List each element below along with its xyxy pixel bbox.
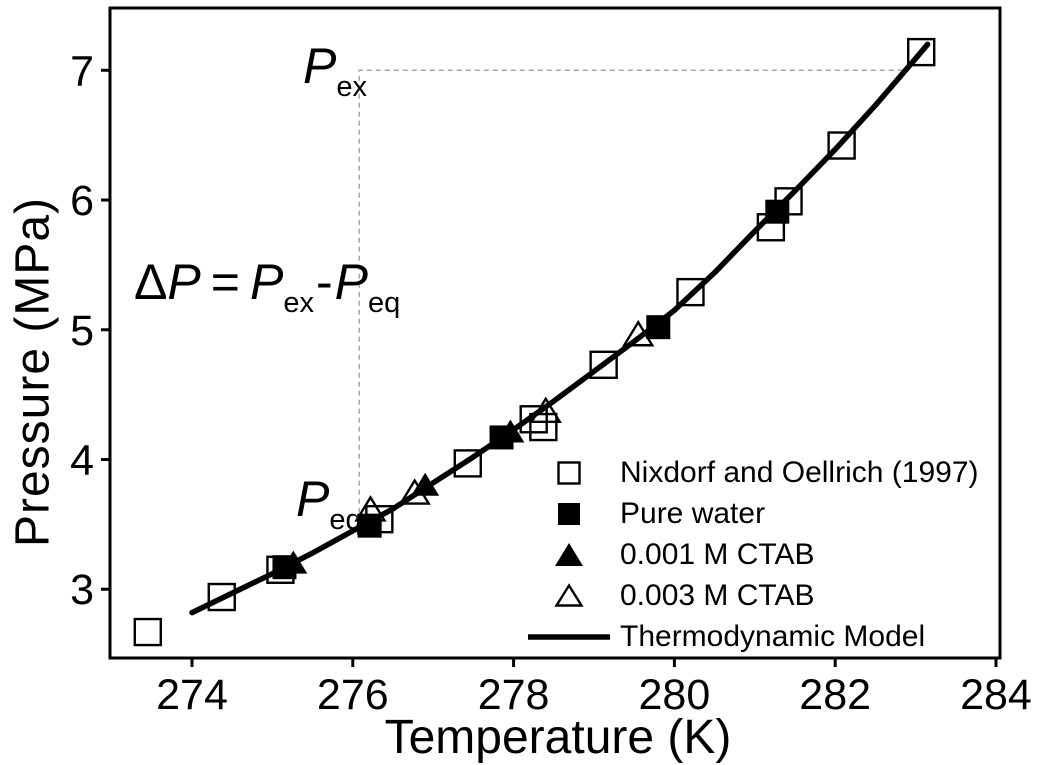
y-tick-label: 6 xyxy=(70,177,94,225)
marker-open-triangle xyxy=(354,495,387,522)
legend-label: Nixdorf and Oellrich (1997) xyxy=(620,455,979,489)
open-triangle-icon xyxy=(528,583,610,608)
marker-open-square xyxy=(827,131,856,160)
legend-item-model: Thermodynamic Model xyxy=(528,616,979,657)
marker-filled-triangle xyxy=(279,550,308,574)
y-tick-label: 3 xyxy=(70,566,94,614)
marker-filled-square xyxy=(765,199,790,224)
delta-symbol: Δ xyxy=(134,254,168,310)
filled-square-icon xyxy=(528,501,610,527)
legend-item-pure-water: Pure water xyxy=(528,493,979,534)
minus-sign: - xyxy=(315,254,333,310)
delta-p-symbol: P xyxy=(167,254,201,310)
y-tick-label: 5 xyxy=(70,307,94,355)
x-tick-label: 276 xyxy=(317,671,389,719)
y-axis-title: Pressure (MPa) xyxy=(6,196,60,548)
legend-label: 0.001 M CTAB xyxy=(620,537,815,571)
legend-item-ctab-001: 0.001 M CTAB xyxy=(528,534,979,575)
filled-triangle-icon xyxy=(528,542,610,567)
formula-p2: P xyxy=(334,254,368,310)
formula-p2-subscript: eq xyxy=(367,287,401,319)
legend: Nixdorf and Oellrich (1997) Pure water 0… xyxy=(528,452,979,657)
marker-open-triangle xyxy=(398,478,431,505)
pex-peq-guide-lines xyxy=(358,69,906,522)
formula-p1-subscript: ex xyxy=(283,287,314,319)
marker-open-square xyxy=(519,405,548,434)
p-eq-subscript: eq xyxy=(329,504,362,536)
marker-open-square xyxy=(907,37,936,67)
x-tick-label: 284 xyxy=(960,671,1032,719)
legend-item-nixdorf: Nixdorf and Oellrich (1997) xyxy=(528,452,979,493)
annotation-p-ex: Pex xyxy=(303,38,367,102)
marker-filled-square xyxy=(646,315,671,340)
marker-open-square xyxy=(529,412,558,442)
p-ex-subscript: ex xyxy=(336,71,367,103)
y-tick-label: 7 xyxy=(70,47,94,95)
legend-item-ctab-003: 0.003 M CTAB xyxy=(528,575,979,616)
marker-filled-triangle xyxy=(411,472,440,496)
line-icon xyxy=(528,633,610,641)
marker-open-square xyxy=(207,582,236,612)
marker-open-square xyxy=(133,617,162,647)
equals-sign: = xyxy=(210,254,240,310)
annotation-delta-p-formula: ΔP = Pex-Peq xyxy=(134,254,400,318)
marker-open-square xyxy=(589,350,618,379)
y-tick-label: 4 xyxy=(70,436,94,484)
marker-open-square xyxy=(676,277,705,307)
x-tick-label: 274 xyxy=(156,671,228,719)
marker-open-square xyxy=(453,449,482,478)
marker-open-triangle xyxy=(622,319,655,347)
p-eq-symbol: P xyxy=(296,471,330,527)
x-axis-title: Temperature (K) xyxy=(384,711,732,764)
legend-label: Thermodynamic Model xyxy=(620,619,926,653)
annotation-p-eq: Peq xyxy=(296,471,362,535)
x-tick-label: 278 xyxy=(478,671,550,719)
p-ex-symbol: P xyxy=(303,38,337,94)
marker-filled-triangle xyxy=(496,419,525,443)
legend-label: 0.003 M CTAB xyxy=(620,578,815,612)
x-tick-label: 280 xyxy=(639,671,711,719)
open-square-icon xyxy=(528,460,610,486)
x-tick-label: 282 xyxy=(799,671,871,719)
marker-open-triangle xyxy=(529,396,562,423)
marker-filled-square xyxy=(357,513,382,538)
formula-p1: P xyxy=(249,254,284,310)
plot-frame xyxy=(108,6,1002,660)
legend-label: Pure water xyxy=(620,496,766,530)
